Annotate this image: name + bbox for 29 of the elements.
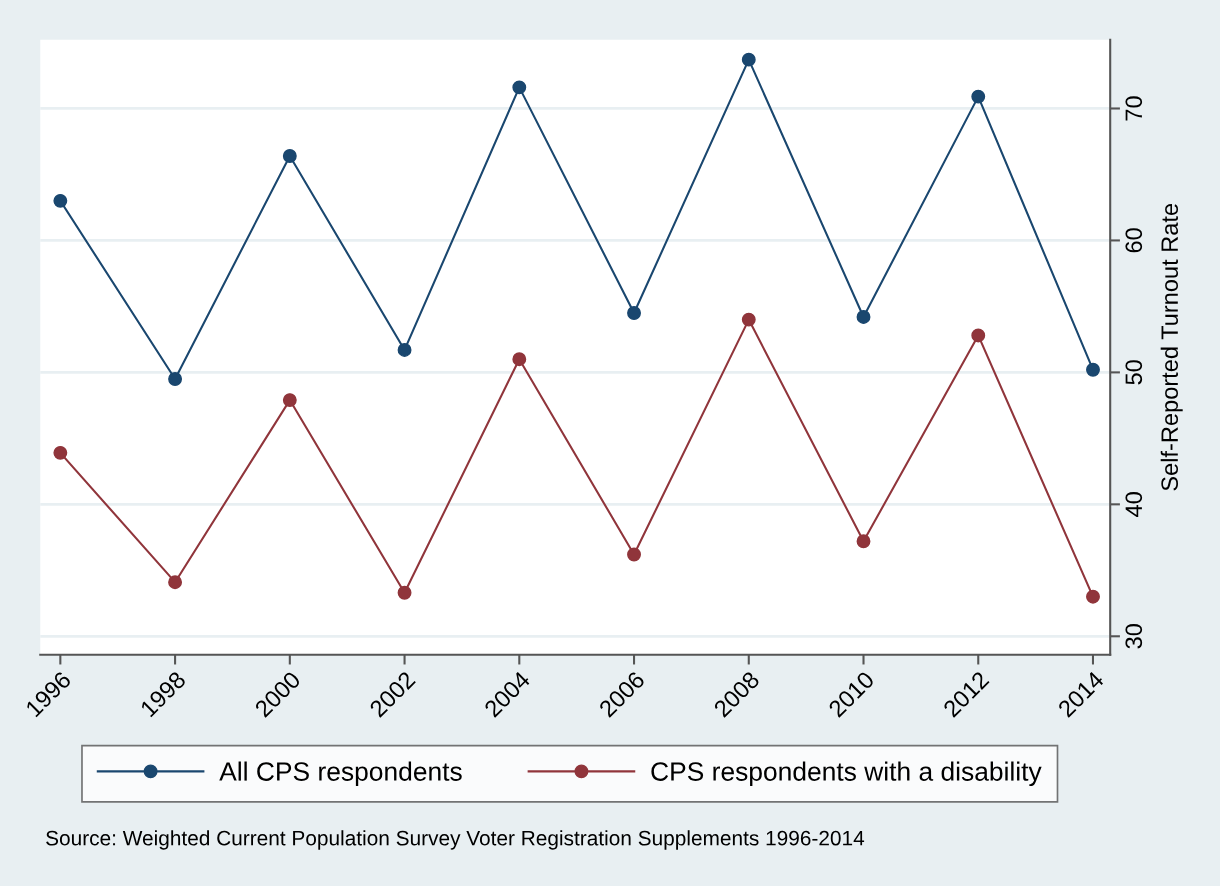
point (512, 80, 527, 95)
point (282, 393, 297, 408)
y-tick-label: 30 (1125, 624, 1143, 649)
point (741, 52, 756, 67)
point (1086, 589, 1100, 604)
point (512, 352, 527, 367)
point (627, 547, 641, 562)
point (1086, 362, 1100, 377)
point (971, 89, 986, 104)
point (741, 312, 756, 327)
point (397, 343, 412, 357)
source-note: Source: Weighted Current Population Survey Voter Registration Supplements 1996-2014 (46, 830, 865, 850)
point (856, 534, 871, 549)
y-tick-label: 70 (1125, 96, 1143, 121)
y-axis-title: Self-Reported Turnout Rate (1160, 203, 1183, 491)
point (168, 372, 183, 386)
point (53, 193, 68, 208)
y-tick-label: 50 (1125, 360, 1143, 385)
legend-label: CPS respondents with a disability (651, 761, 1042, 787)
point (53, 445, 68, 460)
point (627, 306, 641, 320)
point (397, 585, 412, 600)
point (282, 149, 297, 163)
y-tick-label: 40 (1125, 492, 1143, 517)
point (856, 310, 871, 324)
point (971, 328, 986, 343)
legend-label: All CPS respondents (219, 761, 462, 787)
point (168, 575, 183, 590)
y-tick-label: 60 (1125, 228, 1143, 253)
